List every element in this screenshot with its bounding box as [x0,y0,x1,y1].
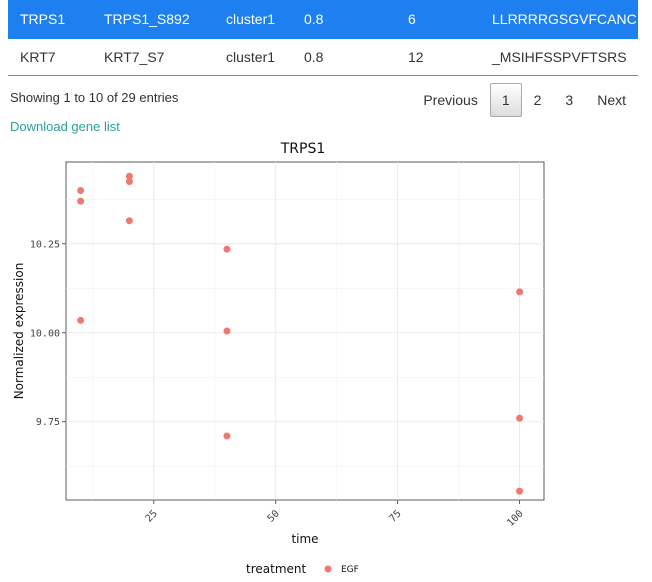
data-point [77,186,85,194]
table-cell: TRPS1 [20,11,66,27]
page-button-1[interactable]: 1 [489,83,522,117]
data-point [516,414,524,422]
y-axis-ticks: 9.75 10.00 10.25 [30,239,66,428]
x-tick-label: 25 [144,508,160,524]
x-tick-label: 100 [505,508,526,529]
table-cell: KRT7 [20,49,56,65]
legend-label-egf: EGF [341,565,359,575]
x-tick-label: 75 [387,508,403,524]
data-point [223,432,231,440]
page-button-2[interactable]: 2 [533,92,542,108]
legend: treatment EGF [246,562,359,576]
y-tick-label: 10.25 [30,239,60,250]
chart-title: TRPS1 [280,141,326,157]
data-points [77,172,524,495]
table-cell: _MSIHFSSPVFTSRS [492,49,627,65]
data-point [125,217,133,225]
table-cell: 6 [408,11,416,27]
data-point [77,197,85,205]
table-cell: KRT7_S7 [104,49,165,65]
x-axis-ticks: 25 50 75 100 [144,500,526,529]
download-gene-list-link[interactable]: Download gene list [10,119,120,134]
legend-key-egf [324,565,332,573]
table-row[interactable]: KRT7 KRT7_S7 cluster1 0.8 12 _MSIHFSSPVF… [8,39,638,76]
table-cell: LLRRRRGSGVFCANC [492,11,637,27]
page-button-3[interactable]: 3 [565,92,574,108]
table-cell: cluster1 [226,11,276,27]
grid-lines [66,162,544,500]
table-cell: TRPS1_S892 [104,11,190,27]
data-point [516,288,524,296]
table-cell: cluster1 [226,49,276,65]
table-info: Showing 1 to 10 of 29 entries [10,90,179,105]
data-point [125,172,133,180]
pagination: Previous 1 2 3 Next [411,83,638,117]
legend-title: treatment [246,562,306,576]
table-cell: 12 [408,49,424,65]
data-point [223,245,231,253]
table-cell: 0.8 [304,11,324,27]
plot-panel [65,161,545,501]
data-point [516,487,524,495]
data-point [223,327,231,335]
next-page-button[interactable]: Next [597,92,626,108]
previous-page-button[interactable]: Previous [423,92,478,108]
table-cell: 0.8 [304,49,324,65]
data-point [125,178,133,186]
x-tick-label: 50 [266,508,282,524]
y-tick-label: 9.75 [36,417,60,428]
y-axis-label: Normalized expression [12,263,26,400]
x-axis-label: time [291,532,318,546]
results-table: TRPS1 TRPS1_S892 cluster1 0.8 6 LLRRRRGS… [8,0,638,76]
y-tick-label: 10.00 [30,328,60,339]
data-point [77,316,85,324]
table-row[interactable]: TRPS1 TRPS1_S892 cluster1 0.8 6 LLRRRRGS… [8,0,638,39]
